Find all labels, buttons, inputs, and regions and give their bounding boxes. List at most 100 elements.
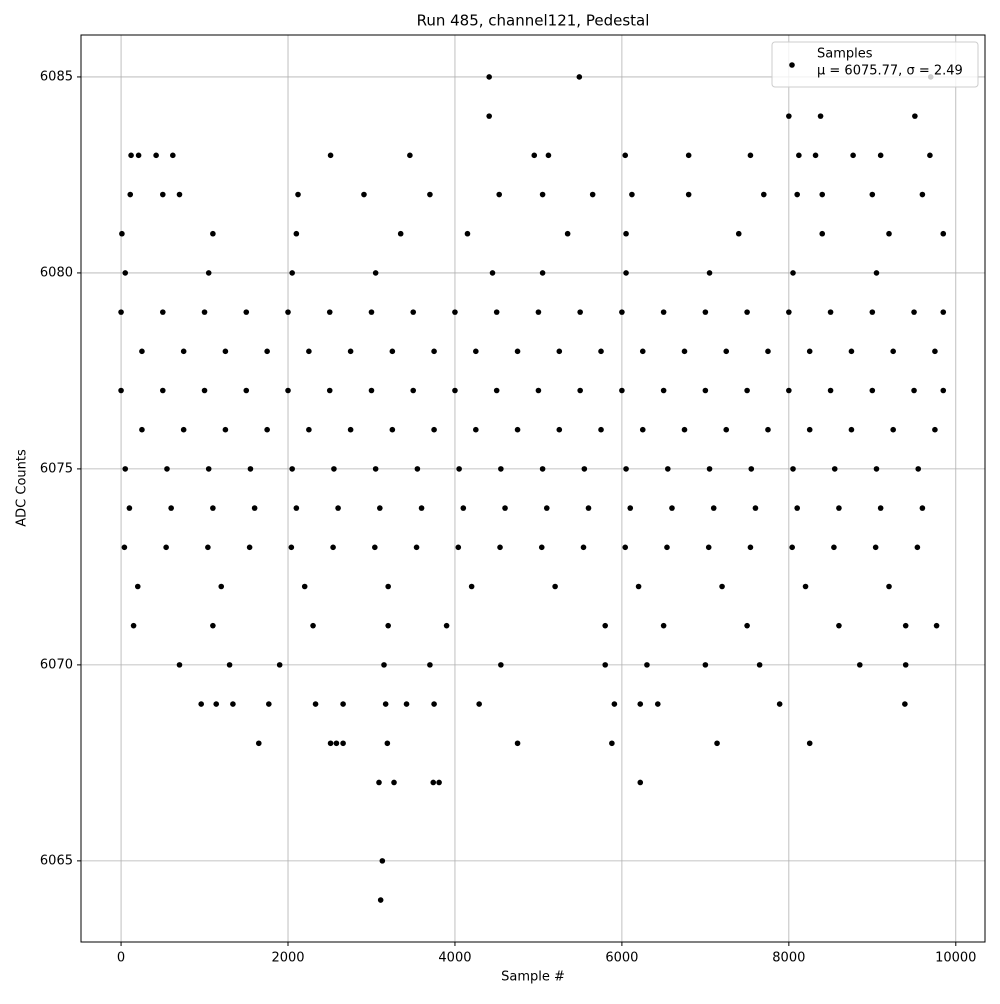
point [576, 74, 583, 80]
point [276, 662, 283, 668]
point [802, 583, 809, 590]
point [326, 309, 333, 315]
point [473, 426, 479, 433]
point [535, 309, 542, 315]
point [806, 348, 813, 355]
point [410, 309, 417, 315]
point [706, 466, 713, 472]
point [637, 779, 644, 786]
point [639, 348, 646, 355]
point [685, 191, 692, 198]
point [902, 622, 909, 629]
point [556, 348, 563, 355]
point [660, 309, 667, 315]
point [251, 505, 258, 511]
point [796, 152, 802, 159]
point [310, 622, 316, 629]
point [493, 309, 500, 315]
point [247, 466, 254, 472]
point [379, 858, 386, 864]
point [285, 387, 291, 394]
point [836, 622, 842, 629]
point [873, 466, 880, 472]
point [376, 779, 382, 786]
point [723, 426, 730, 433]
point [210, 230, 216, 237]
point [873, 270, 880, 276]
point [664, 544, 670, 551]
point [685, 152, 692, 159]
point [886, 230, 892, 237]
point [293, 505, 300, 511]
point [289, 466, 295, 472]
point [384, 740, 391, 747]
point [556, 426, 563, 433]
point [760, 191, 767, 198]
point [414, 466, 421, 472]
point [850, 152, 856, 159]
point [180, 426, 187, 433]
point [681, 426, 688, 433]
point [933, 622, 940, 629]
point [122, 466, 129, 472]
point [902, 662, 909, 668]
point [153, 152, 159, 159]
point [744, 309, 750, 315]
point [222, 426, 229, 433]
point [222, 348, 229, 355]
point [911, 309, 917, 315]
point [872, 544, 879, 551]
point [413, 544, 420, 551]
point [306, 426, 312, 433]
point [531, 152, 538, 159]
point [535, 387, 542, 394]
point [496, 191, 502, 198]
point [455, 544, 462, 551]
point [456, 466, 462, 472]
point [644, 662, 650, 668]
point [498, 466, 504, 472]
point [919, 505, 926, 511]
point [293, 230, 300, 237]
point [486, 74, 492, 80]
point [264, 426, 270, 433]
point [940, 309, 947, 315]
point [790, 270, 796, 276]
point [377, 897, 384, 903]
point [660, 387, 667, 394]
grid [81, 35, 985, 942]
point [230, 701, 236, 707]
point [545, 152, 552, 159]
legend: Samples μ = 6075.77, σ = 2.49 [771, 41, 979, 88]
point [255, 740, 262, 747]
point [266, 701, 272, 707]
y-tick-label: 6065 [40, 853, 73, 868]
point [176, 662, 183, 668]
point [635, 583, 642, 590]
point [927, 152, 933, 159]
legend-marker [789, 62, 795, 68]
point [744, 622, 750, 629]
point [637, 701, 644, 707]
point [619, 309, 625, 315]
point [333, 740, 340, 747]
point [714, 740, 720, 747]
point [389, 426, 396, 433]
point [436, 779, 442, 786]
point [119, 230, 125, 237]
point [848, 348, 855, 355]
point [431, 348, 437, 355]
point [598, 348, 604, 355]
point [493, 387, 500, 394]
point [932, 426, 938, 433]
point [869, 387, 876, 394]
point [817, 113, 824, 119]
point [135, 152, 142, 159]
point [127, 191, 134, 198]
x-tick-label: 0 [117, 951, 125, 966]
point [210, 622, 216, 629]
point [498, 662, 504, 668]
point [702, 662, 709, 668]
y-tick-label: 6070 [40, 657, 73, 672]
point [372, 270, 379, 276]
